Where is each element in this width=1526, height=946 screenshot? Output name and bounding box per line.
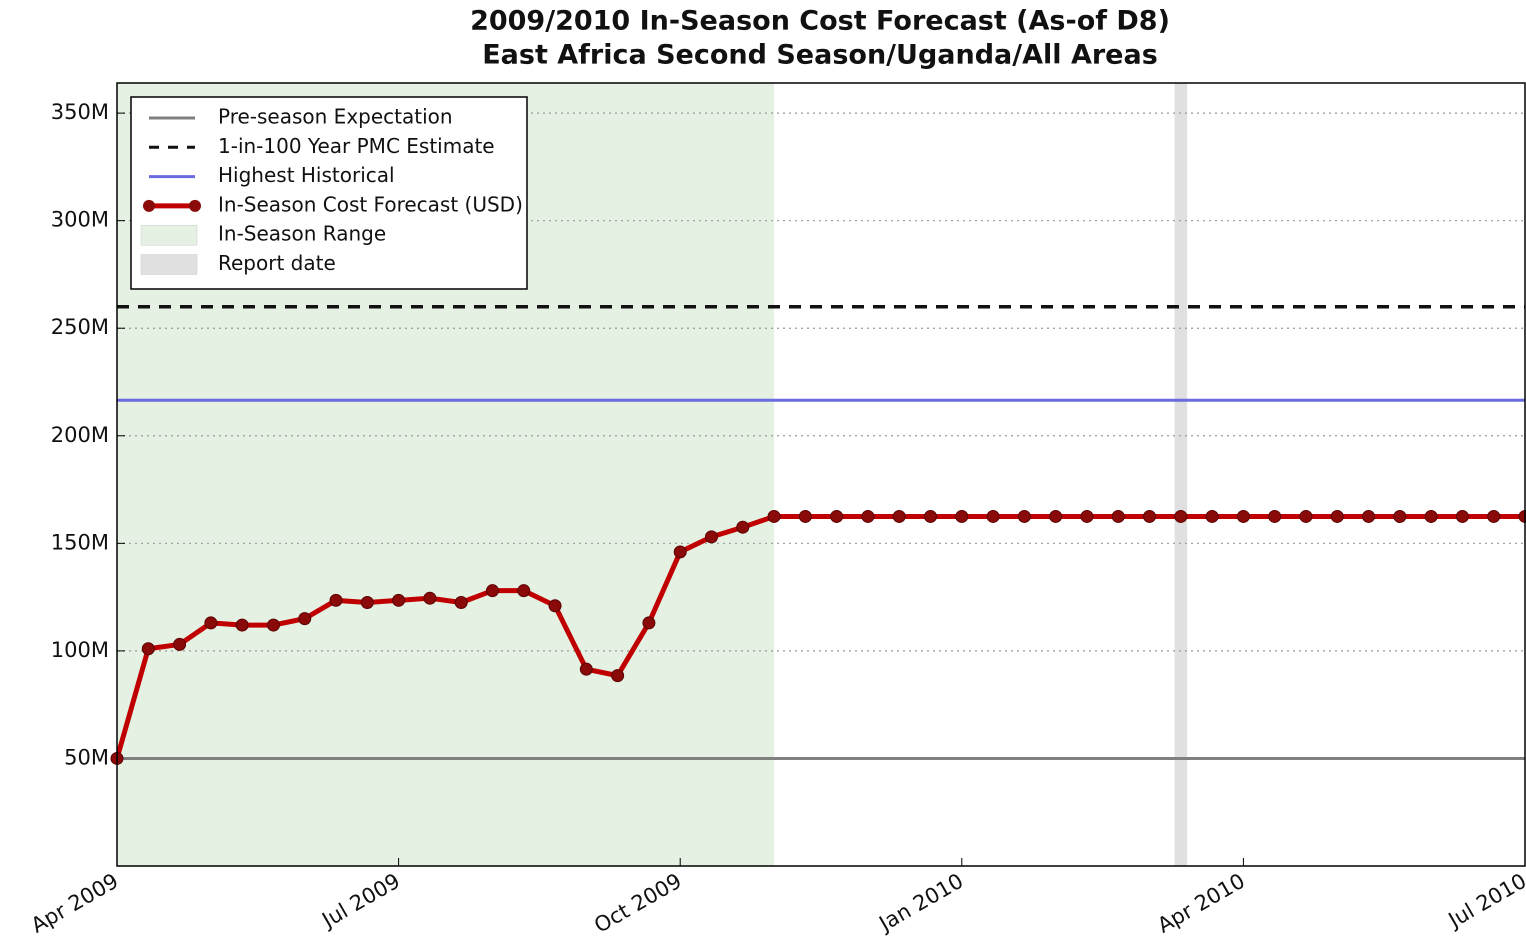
data-point bbox=[1393, 509, 1407, 523]
data-point bbox=[173, 637, 187, 651]
data-point bbox=[266, 618, 280, 632]
legend-swatch bbox=[140, 224, 198, 246]
legend-label: Pre-season Expectation bbox=[218, 105, 453, 129]
data-point bbox=[1487, 509, 1501, 523]
data-point bbox=[1424, 509, 1438, 523]
y-tick-label: 150M bbox=[51, 530, 109, 554]
data-point bbox=[1174, 509, 1188, 523]
chart-title: 2009/2010 In-Season Cost Forecast (As-of… bbox=[470, 6, 1170, 37]
data-point bbox=[1299, 509, 1313, 523]
data-point bbox=[392, 593, 406, 607]
data-point bbox=[1362, 509, 1376, 523]
data-point bbox=[548, 599, 562, 613]
chart-subtitle: East Africa Second Season/Uganda/All Are… bbox=[482, 40, 1158, 71]
y-tick-label: 200M bbox=[51, 423, 109, 447]
data-point bbox=[892, 509, 906, 523]
span bbox=[1174, 83, 1188, 866]
data-point bbox=[736, 520, 750, 534]
legend-label: In-Season Cost Forecast (USD) bbox=[218, 192, 523, 216]
y-tick-label: 350M bbox=[51, 100, 109, 124]
data-point bbox=[642, 616, 656, 630]
data-point bbox=[204, 616, 218, 630]
x-tick-label: Jul 2010 bbox=[1443, 869, 1526, 934]
x-tick-label: Jul 2009 bbox=[316, 869, 404, 934]
x-tick-label: Apr 2010 bbox=[1153, 869, 1249, 938]
data-point bbox=[955, 509, 969, 523]
legend-label: Highest Historical bbox=[218, 163, 395, 187]
data-point bbox=[360, 595, 374, 609]
data-point bbox=[767, 509, 781, 523]
legend-swatch bbox=[189, 199, 201, 212]
legend-swatch bbox=[143, 199, 155, 212]
data-point bbox=[517, 584, 531, 598]
data-point bbox=[235, 618, 249, 632]
data-point bbox=[1143, 509, 1157, 523]
data-point bbox=[1205, 509, 1219, 523]
data-point bbox=[1017, 509, 1031, 523]
x-tick-label: Apr 2009 bbox=[27, 869, 123, 938]
plot-frame bbox=[116, 82, 1526, 867]
data-point bbox=[485, 584, 499, 598]
data-point bbox=[579, 662, 593, 676]
data-point bbox=[704, 530, 718, 544]
y-tick-label: 50M bbox=[64, 745, 109, 769]
legend-swatch bbox=[140, 254, 198, 275]
y-tick-label: 250M bbox=[51, 315, 109, 339]
data-point bbox=[798, 509, 812, 523]
data-point bbox=[1111, 509, 1125, 523]
legend-label: Report date bbox=[218, 251, 336, 275]
legend: Pre-season Expectation 1-in-100 Year PMC … bbox=[130, 96, 528, 290]
data-point bbox=[924, 509, 938, 523]
data-point bbox=[454, 595, 468, 609]
data-point bbox=[423, 591, 437, 605]
data-point bbox=[298, 612, 312, 626]
data-point bbox=[1236, 509, 1250, 523]
data-point bbox=[1330, 509, 1344, 523]
data-point bbox=[1049, 509, 1063, 523]
data-point bbox=[986, 509, 1000, 523]
y-tick-label: 100M bbox=[51, 638, 109, 662]
series-line bbox=[114, 513, 1525, 760]
legend-label: 1-in-100 Year PMC Estimate bbox=[218, 134, 495, 158]
data-point bbox=[1080, 509, 1094, 523]
y-tick-label: 300M bbox=[51, 208, 109, 232]
data-point bbox=[611, 669, 625, 683]
x-tick-label: Jan 2010 bbox=[873, 869, 967, 937]
data-point bbox=[1455, 509, 1469, 523]
data-point bbox=[673, 545, 687, 559]
x-tick-label: Oct 2009 bbox=[590, 869, 686, 938]
data-point bbox=[830, 509, 844, 523]
data-point bbox=[141, 642, 155, 656]
legend-label: In-Season Range bbox=[218, 222, 386, 246]
data-point bbox=[1268, 509, 1282, 523]
data-point bbox=[329, 593, 343, 607]
data-point bbox=[861, 509, 875, 523]
